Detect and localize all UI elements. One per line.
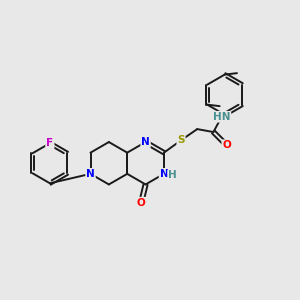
Text: N: N xyxy=(86,169,95,179)
Text: S: S xyxy=(177,135,185,145)
Text: F: F xyxy=(46,138,53,148)
Text: O: O xyxy=(137,198,146,208)
Text: O: O xyxy=(222,140,231,150)
Text: N: N xyxy=(141,137,150,147)
Text: F: F xyxy=(46,138,53,148)
Text: N: N xyxy=(160,169,168,179)
Text: HN: HN xyxy=(213,112,230,122)
Text: H: H xyxy=(168,170,177,180)
